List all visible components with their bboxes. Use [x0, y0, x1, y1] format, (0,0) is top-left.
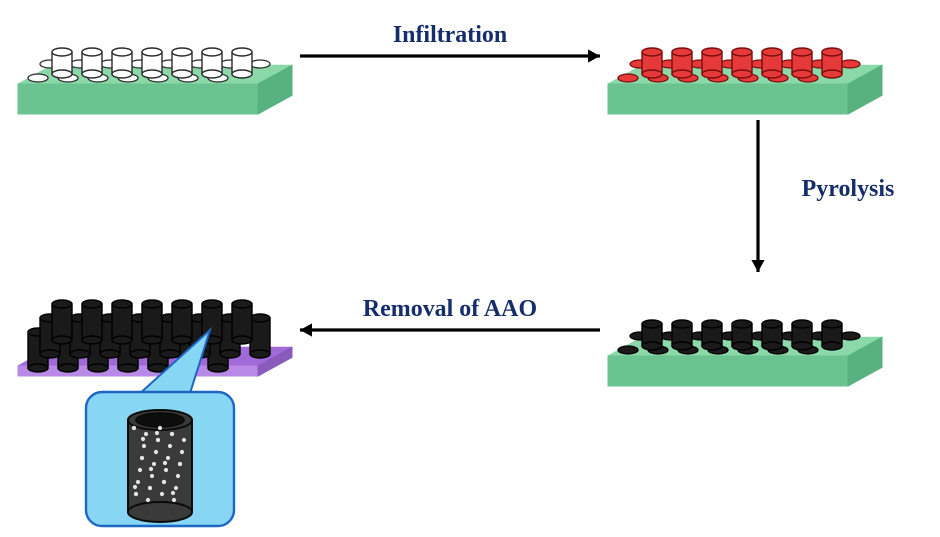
- arrow-infiltration: [300, 49, 600, 62]
- panel-C: [608, 320, 882, 386]
- cylinders-C: [618, 320, 860, 354]
- label-step3: Removal of AAO: [363, 296, 537, 322]
- label-step2: Pyrolysis: [802, 176, 895, 202]
- label-step1: Infiltration: [393, 22, 507, 48]
- panel-A: [18, 48, 292, 114]
- cylinders-B: [618, 48, 860, 82]
- panel-B: [608, 48, 882, 114]
- arrow-pyrolysis: [751, 120, 764, 272]
- panel-D: [18, 300, 292, 376]
- cylinders-A: [28, 48, 270, 82]
- arrow-removal: [300, 323, 600, 336]
